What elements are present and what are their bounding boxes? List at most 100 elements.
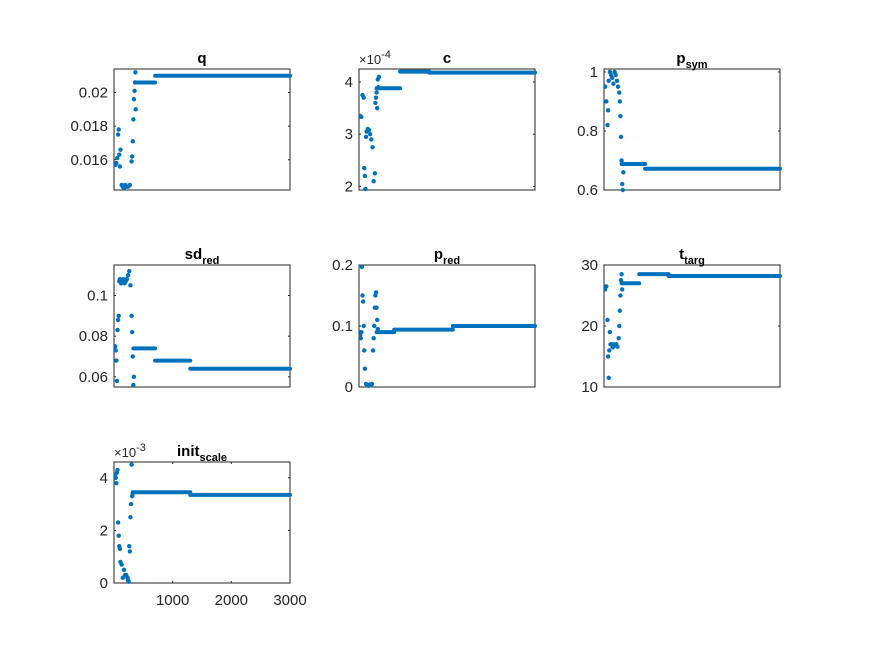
data-point bbox=[374, 105, 380, 111]
data-point bbox=[374, 90, 379, 95]
data-point bbox=[618, 293, 623, 298]
data-point bbox=[133, 107, 138, 112]
data-point bbox=[371, 178, 376, 184]
data-marks bbox=[359, 264, 537, 388]
data-point bbox=[605, 354, 611, 359]
data-point bbox=[362, 165, 367, 171]
y-tick-label: 0.2 bbox=[332, 257, 353, 274]
data-point bbox=[613, 72, 618, 78]
data-point bbox=[360, 299, 366, 304]
data-point bbox=[372, 171, 378, 176]
data-point bbox=[129, 154, 135, 159]
y-tick-label: 1 bbox=[590, 64, 598, 81]
data-point bbox=[132, 80, 138, 85]
y-tick-label: 30 bbox=[581, 257, 598, 274]
data-point bbox=[129, 159, 134, 164]
subplot-6: 10 20 30 ttarg bbox=[581, 246, 782, 396]
data-point bbox=[129, 313, 134, 319]
data-point bbox=[621, 170, 626, 175]
data-point bbox=[360, 293, 365, 298]
data-point bbox=[616, 336, 621, 341]
data-point bbox=[610, 75, 615, 81]
data-point bbox=[619, 158, 624, 163]
subplot-4: 0.06 0.08 0.1 sdred bbox=[79, 246, 292, 388]
data-point bbox=[604, 99, 609, 104]
data-point bbox=[127, 543, 132, 549]
data-point bbox=[605, 317, 610, 323]
data-point bbox=[605, 122, 610, 128]
data-point bbox=[367, 131, 373, 137]
data-point bbox=[618, 134, 624, 140]
subplot-title: q bbox=[197, 50, 206, 67]
y-exponent-label: ×10-3 bbox=[114, 442, 146, 460]
data-point bbox=[376, 85, 381, 90]
data-point bbox=[115, 132, 121, 137]
subplot-1: 0.016 0.018 0.02 q bbox=[70, 50, 292, 191]
data-point bbox=[114, 480, 119, 486]
data-point bbox=[116, 127, 121, 132]
data-point bbox=[359, 329, 364, 335]
axes-box bbox=[113, 461, 291, 584]
data-point bbox=[606, 375, 611, 381]
data-point bbox=[620, 187, 625, 193]
data-point bbox=[114, 160, 119, 166]
y-tick-label: 0.1 bbox=[332, 318, 353, 335]
axes-box bbox=[113, 264, 291, 388]
y-tick-label: 0.8 bbox=[577, 123, 598, 140]
data-point bbox=[130, 139, 135, 144]
x-tick-label: 2000 bbox=[215, 592, 248, 609]
data-point bbox=[116, 313, 121, 319]
data-point bbox=[617, 308, 623, 313]
data-point bbox=[617, 323, 622, 329]
x-tick-label: 3000 bbox=[273, 592, 306, 609]
data-point bbox=[374, 317, 380, 323]
data-point bbox=[127, 549, 133, 554]
data-point bbox=[115, 467, 120, 473]
data-point bbox=[115, 317, 121, 323]
data-point bbox=[373, 95, 379, 100]
y-tick-label: 0.08 bbox=[79, 328, 108, 345]
data-point bbox=[114, 358, 119, 363]
subplot-title: pred bbox=[434, 246, 460, 267]
data-point bbox=[131, 374, 137, 380]
data-point bbox=[366, 127, 372, 133]
subplot-title: sdred bbox=[185, 246, 220, 267]
data-point bbox=[369, 381, 375, 387]
data-point bbox=[617, 99, 623, 104]
y-tick-label: 2 bbox=[100, 522, 108, 539]
data-point bbox=[370, 145, 375, 150]
data-point bbox=[373, 290, 379, 295]
data-point bbox=[117, 152, 122, 157]
data-point bbox=[362, 348, 367, 353]
axes-box bbox=[603, 68, 781, 191]
data-point bbox=[128, 283, 133, 288]
axes-box bbox=[113, 68, 291, 191]
subplot-2: 2 3 4 ×10-4 c bbox=[345, 49, 537, 195]
data-point bbox=[130, 354, 135, 359]
data-point bbox=[376, 74, 382, 80]
data-point bbox=[114, 348, 118, 353]
data-point bbox=[363, 134, 369, 140]
data-marks bbox=[114, 268, 292, 388]
data-point bbox=[359, 264, 365, 270]
data-marks bbox=[359, 69, 537, 192]
y-tick-label: 2 bbox=[345, 178, 353, 195]
data-point bbox=[131, 97, 137, 102]
y-tick-label: 0.6 bbox=[577, 182, 598, 199]
data-marks bbox=[114, 462, 292, 584]
data-point bbox=[131, 382, 136, 388]
data-point bbox=[362, 366, 368, 371]
subplot-title: psym bbox=[676, 50, 707, 71]
data-point bbox=[129, 329, 135, 335]
data-point bbox=[607, 329, 613, 335]
data-point bbox=[374, 305, 379, 310]
data-point bbox=[614, 78, 620, 84]
data-point bbox=[115, 155, 120, 161]
data-point bbox=[132, 88, 137, 94]
y-tick-label: 0.016 bbox=[70, 152, 108, 169]
data-point bbox=[130, 491, 135, 496]
data-point bbox=[604, 284, 609, 289]
y-tick-label: 4 bbox=[345, 74, 353, 91]
data-marks bbox=[114, 70, 292, 191]
data-point bbox=[118, 147, 123, 152]
